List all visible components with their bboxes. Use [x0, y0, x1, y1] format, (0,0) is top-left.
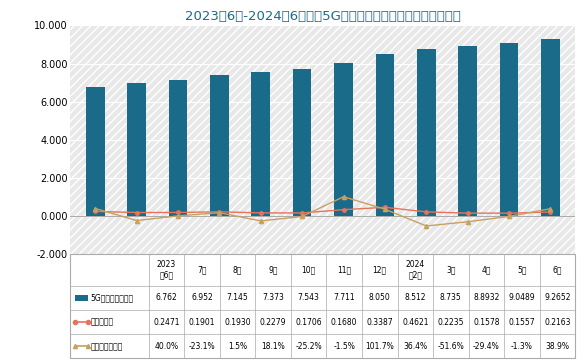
Text: 0.2471: 0.2471 — [153, 318, 180, 327]
Text: 4月: 4月 — [482, 265, 491, 274]
Text: 101.7%: 101.7% — [365, 342, 394, 351]
Bar — [334, 63, 353, 216]
Text: 3月: 3月 — [446, 265, 456, 274]
Text: 9.0489: 9.0489 — [508, 293, 535, 302]
Text: 0.1578: 0.1578 — [473, 318, 500, 327]
Text: 0.1680: 0.1680 — [331, 318, 357, 327]
Text: 5月: 5月 — [517, 265, 527, 274]
Text: 7月: 7月 — [197, 265, 207, 274]
Text: 7.543: 7.543 — [298, 293, 319, 302]
Text: 0.3387: 0.3387 — [366, 318, 393, 327]
Text: 8.050: 8.050 — [369, 293, 390, 302]
Text: -51.6%: -51.6% — [437, 342, 464, 351]
Bar — [500, 43, 518, 216]
Text: 8.8932: 8.8932 — [473, 293, 500, 302]
Bar — [417, 50, 436, 216]
Text: 18.1%: 18.1% — [261, 342, 285, 351]
Text: 9月: 9月 — [268, 265, 278, 274]
Text: 0.2235: 0.2235 — [437, 318, 464, 327]
Text: 6月: 6月 — [553, 265, 562, 274]
Text: 11月: 11月 — [337, 265, 351, 274]
Text: 0.2163: 0.2163 — [544, 318, 571, 327]
Text: -1.3%: -1.3% — [511, 342, 533, 351]
Bar — [376, 54, 394, 216]
Text: 7.711: 7.711 — [333, 293, 355, 302]
Text: 8.735: 8.735 — [440, 293, 462, 302]
Text: -1.5%: -1.5% — [333, 342, 355, 351]
Text: 2024
年2月: 2024 年2月 — [406, 260, 425, 279]
Text: 38.9%: 38.9% — [545, 342, 569, 351]
Text: -23.1%: -23.1% — [188, 342, 215, 351]
Bar — [70, 25, 575, 254]
Text: 0.1706: 0.1706 — [295, 318, 322, 327]
Text: 7.145: 7.145 — [227, 293, 248, 302]
Text: 0.1930: 0.1930 — [224, 318, 251, 327]
Text: -25.2%: -25.2% — [295, 342, 322, 351]
Text: 0.1901: 0.1901 — [189, 318, 215, 327]
Text: 8月: 8月 — [233, 265, 242, 274]
Text: 8.512: 8.512 — [404, 293, 426, 302]
Bar — [127, 84, 146, 216]
Text: 新增用户数环比: 新增用户数环比 — [90, 342, 123, 351]
Bar — [76, 295, 88, 301]
Text: 40.0%: 40.0% — [154, 342, 178, 351]
Text: 0.4621: 0.4621 — [402, 318, 429, 327]
Text: 新增用户数: 新增用户数 — [90, 318, 114, 327]
Bar — [168, 80, 187, 216]
Text: 1.5%: 1.5% — [228, 342, 247, 351]
Bar — [210, 75, 229, 216]
Title: 2023年6月-2024年6月我国5G移动电话用户变化（单位：亿户）: 2023年6月-2024年6月我国5G移动电话用户变化（单位：亿户） — [185, 10, 461, 23]
Text: 9.2652: 9.2652 — [544, 293, 571, 302]
Bar — [293, 69, 312, 216]
Text: 7.373: 7.373 — [262, 293, 284, 302]
Text: 6.952: 6.952 — [191, 293, 213, 302]
Bar — [458, 46, 477, 216]
Bar — [251, 72, 270, 216]
Text: 5G移动电话用户数: 5G移动电话用户数 — [90, 293, 134, 302]
Bar — [86, 87, 104, 216]
Text: 6.762: 6.762 — [156, 293, 177, 302]
Text: 0.1557: 0.1557 — [508, 318, 535, 327]
Text: 36.4%: 36.4% — [403, 342, 427, 351]
Text: 0.2279: 0.2279 — [260, 318, 286, 327]
Text: 10月: 10月 — [302, 265, 316, 274]
Text: 2023
年6月: 2023 年6月 — [157, 260, 176, 279]
Bar — [541, 39, 560, 216]
Text: -29.4%: -29.4% — [473, 342, 500, 351]
Text: 12月: 12月 — [373, 265, 387, 274]
